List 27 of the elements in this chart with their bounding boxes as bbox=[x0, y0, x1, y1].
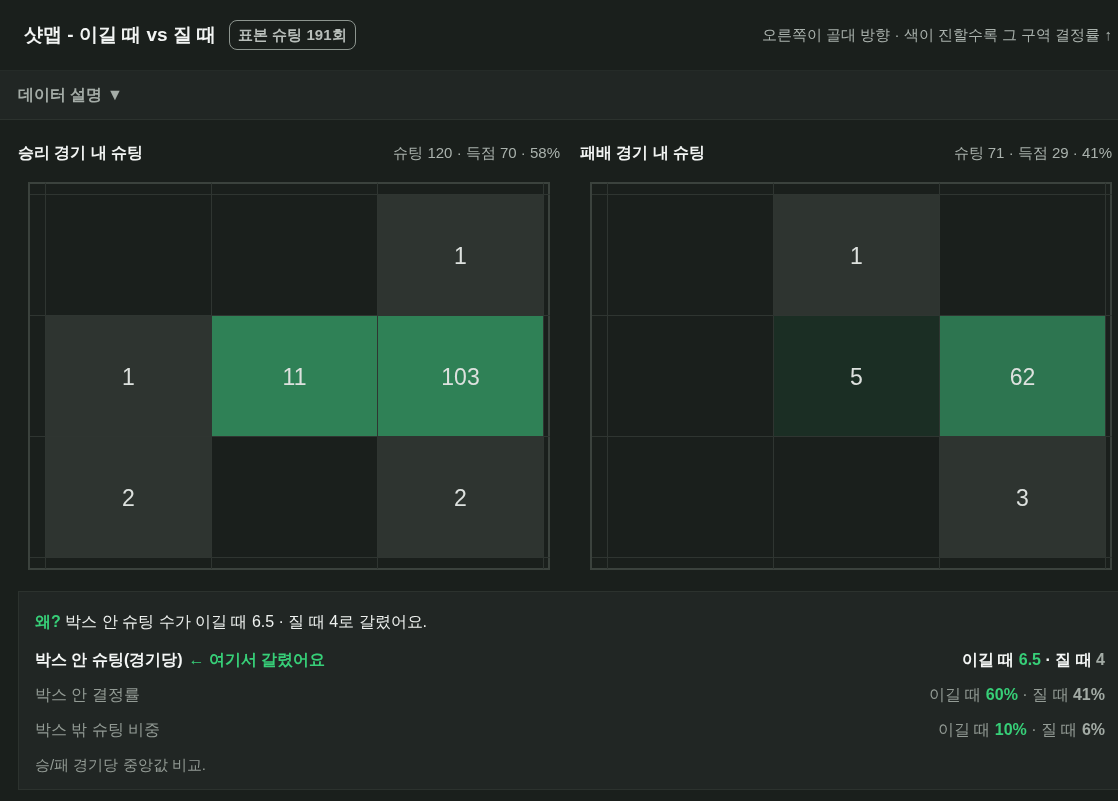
data-label: 11 bbox=[282, 363, 307, 390]
text: 샷맵 - 이길 때 vs 질 때 bbox=[24, 23, 217, 48]
data-label: 1 bbox=[850, 242, 863, 269]
text: 이길 때 10% · 질 때 6% bbox=[937, 720, 1105, 740]
data-label: 1 bbox=[122, 363, 135, 390]
data-label: 103 bbox=[441, 363, 480, 390]
text: 승리 경기 내 슈팅 bbox=[18, 143, 144, 163]
text: 데이터 설명 ▼ bbox=[0, 70, 1118, 120]
text: 왜? 박스 안 슈팅 수가 이길 때 6.5 · 질 때 4로 갈렸어요. bbox=[35, 612, 429, 632]
data-label: 1 bbox=[454, 242, 467, 269]
data-label: 2 bbox=[122, 484, 135, 511]
text: 이길 때 60% · 질 때 41% bbox=[928, 685, 1105, 705]
data-label: 62 bbox=[1009, 363, 1036, 390]
text: 이길 때 6.5 · 질 때 4 bbox=[961, 650, 1105, 670]
data-label: 3 bbox=[1016, 484, 1029, 511]
data-label: 2 bbox=[454, 484, 467, 511]
text: 표본 슈팅 191회 bbox=[229, 20, 356, 50]
text: ← 여기서 갈렸어요 bbox=[188, 651, 326, 668]
text: 박스 밖 슈팅 비중 bbox=[35, 721, 161, 738]
data-label: 5 bbox=[850, 363, 863, 390]
text: 승/패 경기당 중앙값 비교. bbox=[35, 755, 207, 775]
text: 슈팅 71 · 득점 29 · 41% bbox=[953, 143, 1112, 163]
text: 박스 안 슈팅(경기당) bbox=[35, 651, 183, 668]
text: 박스 안 결정률 bbox=[35, 686, 140, 703]
text: 슈팅 120 · 득점 70 · 58% bbox=[393, 143, 560, 163]
text: 오른쪽이 골대 방향 · 색이 진할수록 그 구역 결정률 ↑ bbox=[761, 25, 1112, 46]
text: 패배 경기 내 슈팅 bbox=[580, 143, 706, 163]
